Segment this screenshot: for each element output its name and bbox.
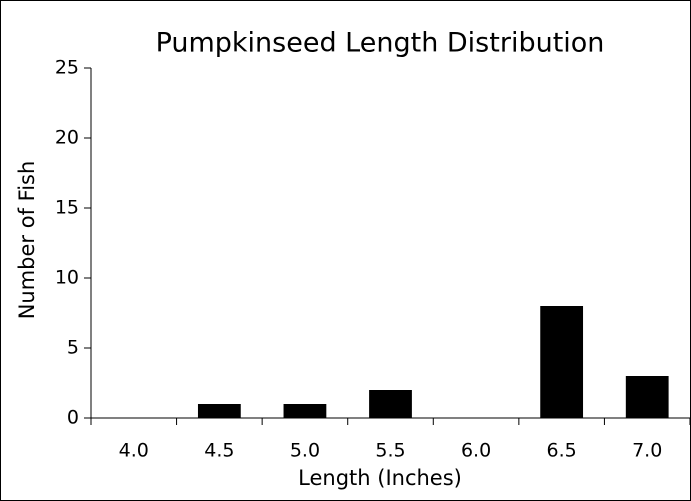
y-tick-label: 20 xyxy=(55,127,79,149)
y-tick-label: 10 xyxy=(55,267,79,289)
bar xyxy=(540,306,584,418)
y-tick-label: 25 xyxy=(55,57,79,79)
y-tick-label: 15 xyxy=(55,197,79,219)
x-tick-label: 6.5 xyxy=(547,440,577,462)
x-tick-label: 7.0 xyxy=(632,440,662,462)
x-axis-label: Length (Inches) xyxy=(298,466,462,490)
y-tick-label: 0 xyxy=(67,407,79,429)
chart-title: Pumpkinseed Length Distribution xyxy=(156,28,605,59)
y-tick-label: 5 xyxy=(67,337,79,359)
x-tick-label: 6.0 xyxy=(461,440,491,462)
x-tick-label: 4.5 xyxy=(204,440,234,462)
bar xyxy=(625,376,669,418)
x-tick-label: 4.0 xyxy=(119,440,149,462)
bar xyxy=(197,404,241,418)
x-tick-label: 5.0 xyxy=(290,440,320,462)
bar xyxy=(283,404,327,418)
y-axis-label: Number of Fish xyxy=(15,161,39,320)
bar xyxy=(369,390,412,418)
x-tick-label: 5.5 xyxy=(375,440,405,462)
